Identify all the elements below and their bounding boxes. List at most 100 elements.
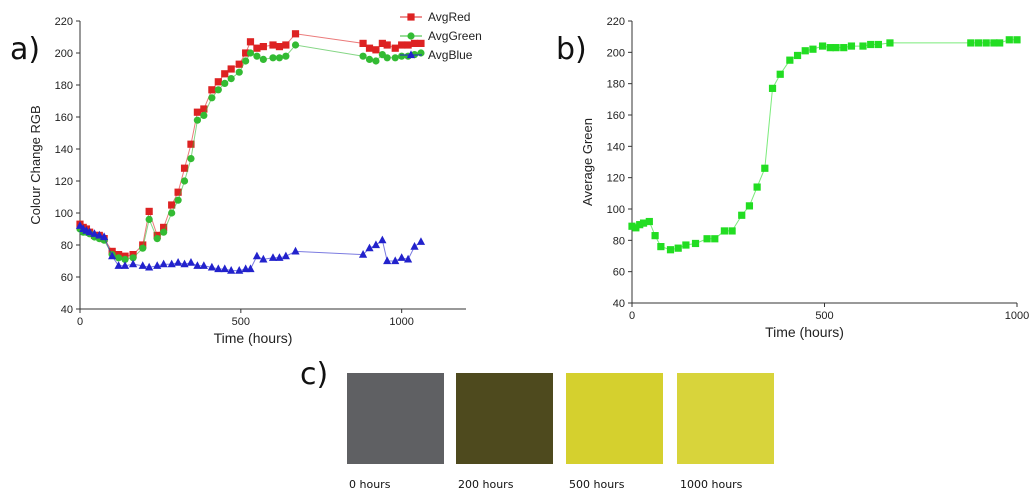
- data-point: [410, 39, 419, 47]
- data-point: [221, 79, 229, 87]
- data-point: [728, 227, 736, 235]
- photo-label-0: 0 hours: [349, 478, 391, 491]
- x-axis-title: Time (hours): [214, 330, 293, 346]
- data-point: [982, 39, 990, 47]
- data-point: [383, 54, 391, 62]
- y-tick-label: 200: [607, 47, 625, 59]
- data-point: [398, 52, 406, 60]
- data-point: [738, 211, 746, 219]
- y-tick-label: 160: [55, 112, 73, 124]
- data-point: [628, 222, 636, 230]
- data-point: [180, 177, 189, 185]
- data-point: [1005, 36, 1013, 44]
- data-point: [269, 41, 277, 49]
- data-point: [193, 108, 202, 116]
- data-point: [996, 39, 1004, 47]
- y-tick-label: 80: [613, 235, 625, 247]
- legend-label: AvgBlue: [428, 48, 473, 62]
- data-point: [242, 57, 250, 65]
- x-tick-label: 1000: [389, 316, 413, 328]
- y-tick-label: 220: [607, 16, 625, 28]
- data-point: [208, 86, 216, 94]
- data-point: [365, 55, 374, 64]
- data-point: [674, 244, 682, 252]
- photo-label-200: 200 hours: [458, 478, 514, 491]
- data-point: [417, 49, 425, 57]
- series-line-0: [79, 33, 421, 257]
- data-point: [358, 250, 368, 258]
- data-point: [1013, 36, 1021, 44]
- data-point: [120, 261, 130, 269]
- legend-label: AvgRed: [428, 10, 470, 24]
- data-point: [691, 239, 700, 248]
- y-axis-title: Average Green: [580, 118, 595, 206]
- data-point: [129, 254, 137, 262]
- data-point: [227, 75, 235, 83]
- data-point: [85, 227, 94, 236]
- y-tick-label: 60: [613, 267, 625, 279]
- data-point: [207, 262, 216, 271]
- data-point: [378, 39, 386, 47]
- data-point: [227, 266, 236, 274]
- data-point: [145, 262, 154, 271]
- data-point: [711, 235, 719, 243]
- data-point: [139, 244, 147, 252]
- data-point: [291, 41, 300, 49]
- data-point: [786, 56, 794, 64]
- data-point: [967, 39, 975, 47]
- y-tick-label: 140: [607, 141, 625, 153]
- photo-label-500: 500 hours: [569, 478, 625, 491]
- chart-a: 40 60 80 100 120 140 160 180 200 220 0 500 1000 Time …: [28, 10, 482, 346]
- data-point: [259, 43, 267, 51]
- data-point: [174, 258, 183, 266]
- y-tick-label: 180: [55, 80, 73, 92]
- data-point: [867, 40, 875, 49]
- data-point: [246, 38, 255, 46]
- data-point: [410, 242, 419, 250]
- data-point: [193, 116, 202, 124]
- data-point: [167, 259, 176, 268]
- data-point: [383, 256, 392, 265]
- series-line-0: [631, 39, 1017, 251]
- data-point: [682, 241, 690, 249]
- data-point: [372, 57, 380, 65]
- data-point: [745, 202, 754, 210]
- data-point: [253, 44, 261, 52]
- data-point: [818, 42, 827, 50]
- data-point: [645, 217, 653, 226]
- y-tick-label: 120: [55, 176, 73, 188]
- data-point: [268, 253, 278, 261]
- data-point: [235, 266, 244, 274]
- data-point: [809, 45, 817, 53]
- data-point: [359, 39, 367, 47]
- data-point: [404, 254, 413, 263]
- photo-500-hours: [566, 373, 663, 464]
- data-point: [168, 209, 176, 217]
- data-point: [100, 232, 109, 241]
- data-point: [227, 65, 235, 73]
- x-tick-label: 0: [77, 316, 83, 328]
- data-point: [847, 42, 856, 50]
- data-point: [214, 86, 222, 94]
- data-point: [153, 235, 161, 243]
- data-point: [383, 41, 391, 49]
- data-point: [159, 259, 168, 268]
- data-point: [220, 264, 229, 273]
- data-point: [391, 54, 399, 62]
- data-point: [371, 240, 381, 249]
- data-point: [636, 221, 644, 229]
- x-tick-label: 1000: [1005, 310, 1029, 322]
- legend-marker: [407, 13, 415, 21]
- data-point: [768, 84, 777, 92]
- legend-marker: [406, 50, 416, 59]
- data-point: [282, 52, 290, 60]
- data-point: [359, 52, 367, 60]
- data-point: [246, 264, 255, 273]
- photo-0-hours: [347, 373, 444, 464]
- data-point: [859, 42, 867, 50]
- y-tick-label: 40: [61, 304, 73, 316]
- data-point: [252, 251, 262, 260]
- data-point: [826, 44, 834, 52]
- y-tick-label: 140: [55, 144, 73, 156]
- data-point: [651, 232, 659, 240]
